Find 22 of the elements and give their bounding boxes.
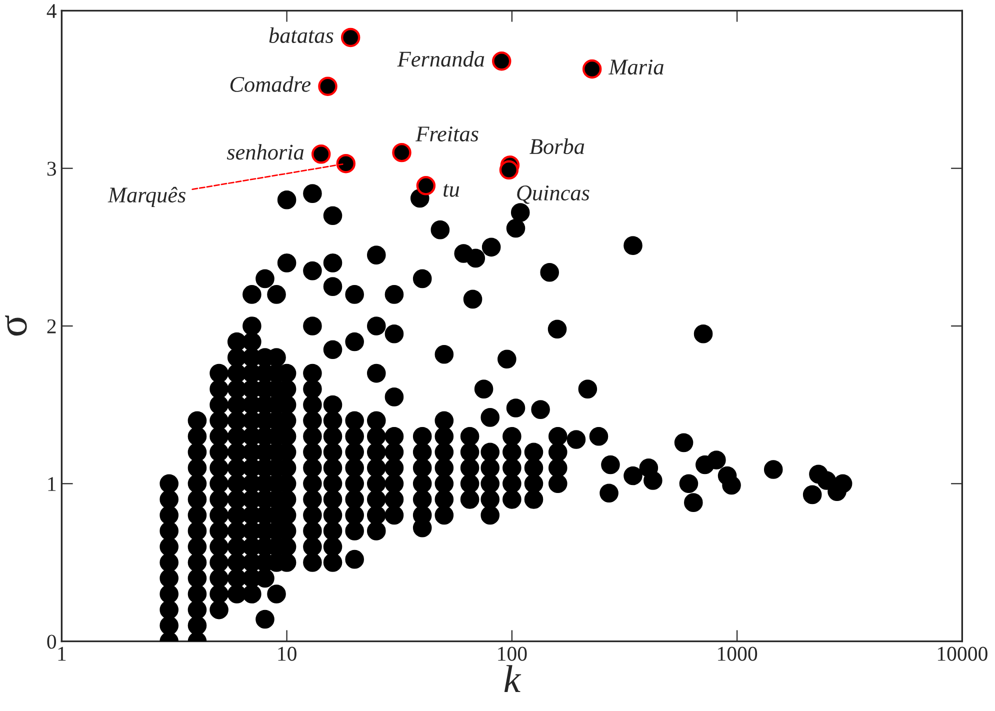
x-axis-title: k [504, 665, 522, 692]
x-tick-label: 100 [498, 646, 527, 661]
annotation: senhoria [226, 144, 304, 160]
x-tick-label: 10 [278, 646, 296, 661]
y-tick-label: 2 [47, 319, 56, 334]
annotation: Maria [608, 60, 664, 75]
annotation: Comadre [230, 76, 311, 92]
x-tick-label: 1000 [718, 646, 758, 661]
annotation: Freitas [416, 126, 478, 142]
annotation: batatas [269, 27, 334, 44]
x-tick-label: 10000 [938, 646, 988, 661]
y-tick-label: 4 [46, 4, 57, 18]
y-tick-label: 0 [47, 634, 56, 649]
annotation: tu [444, 184, 460, 197]
y-axis-title: σ [5, 315, 27, 336]
y-tick-label: 3 [47, 162, 56, 176]
annotation: Borba [530, 138, 584, 154]
annotation: Quincas [517, 186, 590, 204]
annotation: Fernanda [397, 51, 484, 67]
x-tick-label: 1 [58, 646, 66, 661]
y-tick-label: 1 [48, 477, 56, 491]
annotation: Marquês [108, 186, 186, 208]
